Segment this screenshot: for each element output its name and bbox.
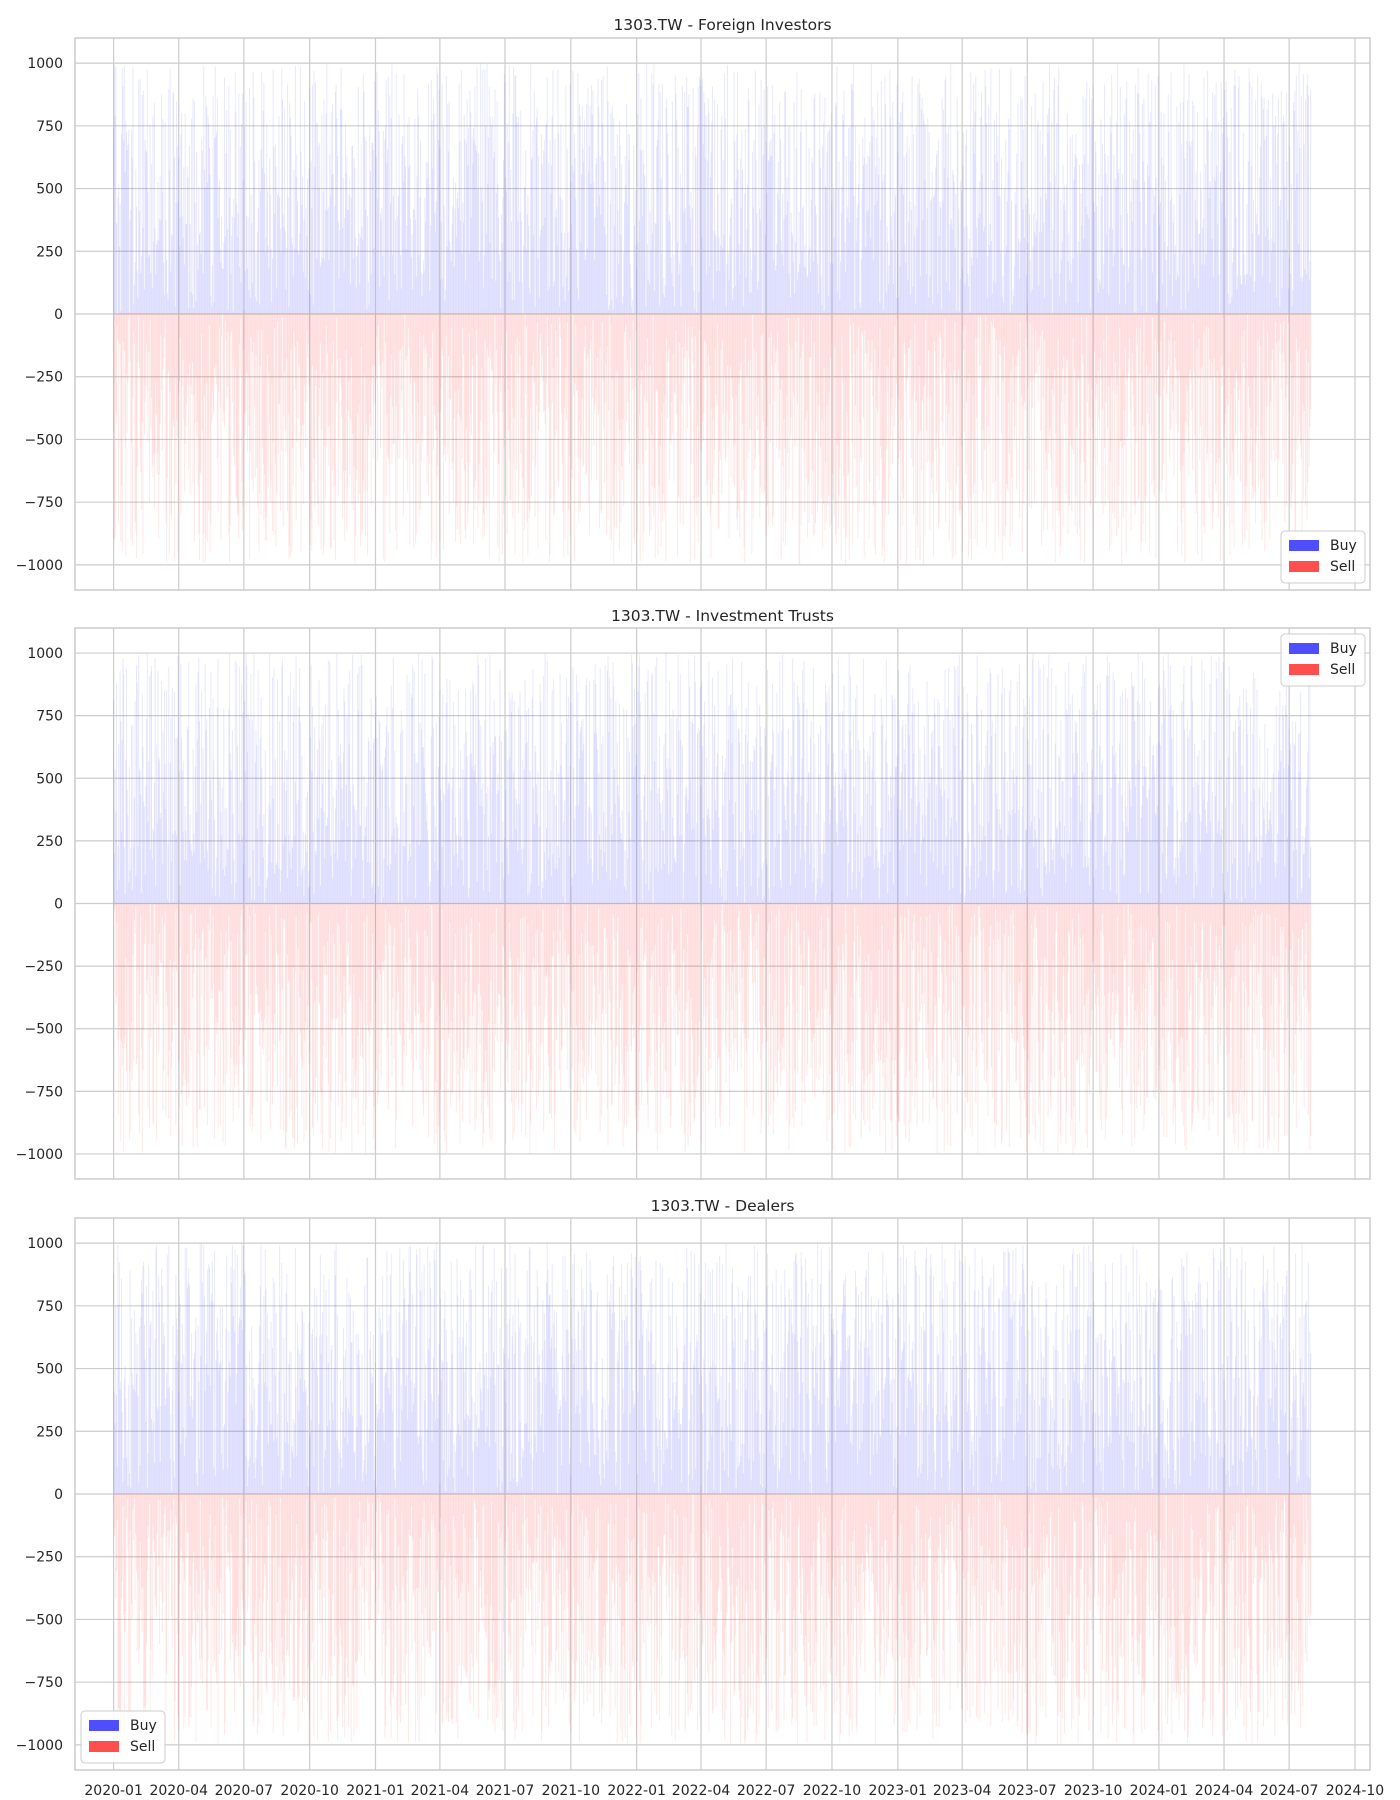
y-tick-label: −1000	[16, 1147, 63, 1163]
y-tick-label: 750	[36, 709, 63, 725]
legend-label-sell: Sell	[1330, 559, 1355, 575]
y-tick-label: 250	[36, 244, 63, 260]
y-tick-label: −750	[25, 495, 63, 511]
legend: Buy Sell	[1280, 530, 1366, 584]
y-tick-label: 750	[36, 119, 63, 135]
bar-series-group	[113, 653, 1312, 1154]
y-tick-label: 1000	[27, 646, 63, 662]
y-tick-label: 0	[54, 307, 63, 323]
legend-swatch-sell	[1289, 561, 1319, 572]
y-tick-label: −500	[25, 432, 63, 448]
bar-series-group	[113, 63, 1312, 565]
y-tick-label: −250	[25, 959, 63, 975]
y-tick-label: 0	[54, 897, 63, 913]
y-tick-label: 500	[36, 182, 63, 198]
y-tick-label: 500	[36, 771, 63, 787]
y-tick-label: −750	[25, 1084, 63, 1100]
y-tick-label: 250	[36, 834, 63, 850]
y-tick-label: −1000	[16, 558, 63, 574]
chart-panel-1: 1000 750 500 250 0 −250 −500 −750 −1000 1303.TW -…	[16, 16, 1371, 591]
legend-label-buy: Buy	[1330, 538, 1357, 554]
y-tick-label: −250	[25, 370, 63, 386]
legend-swatch-buy	[1289, 540, 1319, 551]
y-tick-label: −500	[25, 1022, 63, 1038]
y-tick-label: 1000	[27, 56, 63, 72]
chart-title: 1303.TW - Foreign Investors	[613, 16, 831, 34]
